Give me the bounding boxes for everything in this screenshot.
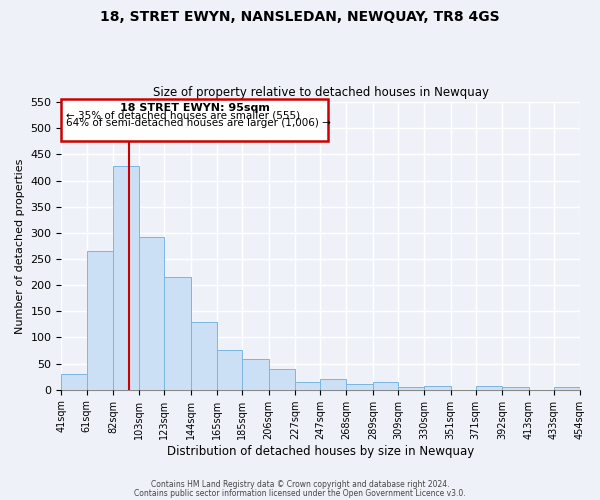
Bar — [424, 386, 451, 390]
Y-axis label: Number of detached properties: Number of detached properties — [15, 158, 25, 334]
Bar — [554, 387, 580, 390]
Bar — [346, 384, 373, 390]
Bar — [164, 278, 191, 390]
Bar — [320, 380, 346, 390]
Bar — [398, 387, 424, 390]
Bar — [139, 237, 164, 390]
Bar — [113, 166, 139, 390]
Bar — [61, 99, 328, 141]
Bar — [191, 322, 217, 390]
X-axis label: Distribution of detached houses by size in Newquay: Distribution of detached houses by size … — [167, 444, 475, 458]
Text: 18 STRET EWYN: 95sqm: 18 STRET EWYN: 95sqm — [119, 103, 269, 113]
Bar — [502, 387, 529, 390]
Text: Contains HM Land Registry data © Crown copyright and database right 2024.: Contains HM Land Registry data © Crown c… — [151, 480, 449, 489]
Bar — [476, 386, 502, 390]
Bar — [217, 350, 242, 390]
Bar — [373, 382, 398, 390]
Text: ← 35% of detached houses are smaller (555): ← 35% of detached houses are smaller (55… — [67, 110, 301, 120]
Text: Contains public sector information licensed under the Open Government Licence v3: Contains public sector information licen… — [134, 488, 466, 498]
Bar — [242, 359, 269, 390]
Bar — [295, 382, 320, 390]
Text: 18, STRET EWYN, NANSLEDAN, NEWQUAY, TR8 4GS: 18, STRET EWYN, NANSLEDAN, NEWQUAY, TR8 … — [100, 10, 500, 24]
Text: 64% of semi-detached houses are larger (1,006) →: 64% of semi-detached houses are larger (… — [67, 118, 331, 128]
Title: Size of property relative to detached houses in Newquay: Size of property relative to detached ho… — [153, 86, 489, 100]
Bar — [269, 369, 295, 390]
Bar — [86, 251, 113, 390]
Bar — [61, 374, 86, 390]
